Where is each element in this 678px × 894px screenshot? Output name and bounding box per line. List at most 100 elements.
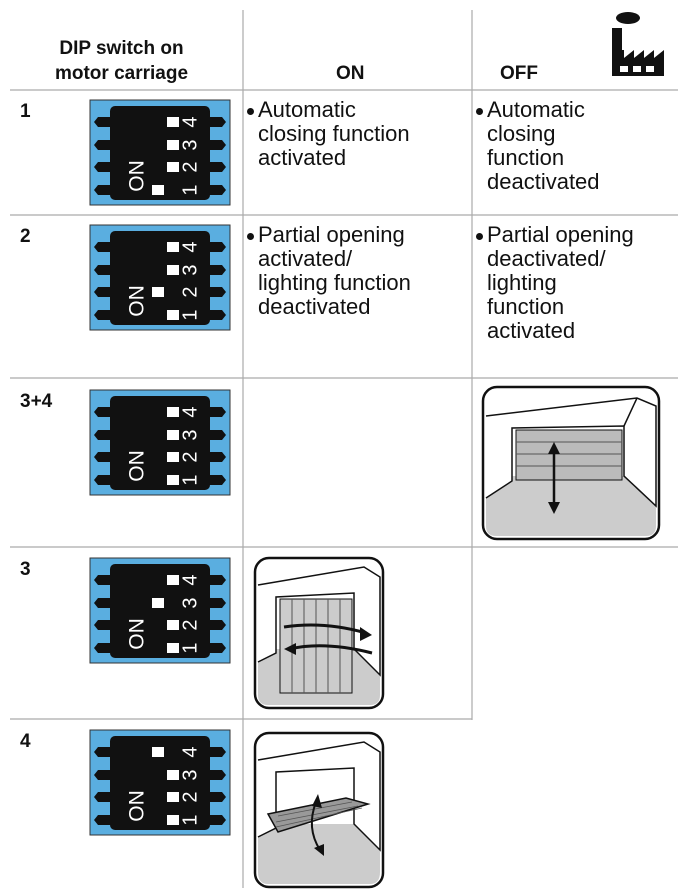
switch-off [167, 265, 179, 275]
switch-off [167, 620, 179, 630]
rect-shape [612, 28, 622, 58]
switch-off [167, 407, 179, 417]
switch-number: 3 [179, 597, 201, 608]
ellipse-shape [616, 12, 640, 24]
switch-off [167, 770, 179, 780]
dip-switch: ON 1 2 3 4 [89, 224, 231, 331]
switch-pin [94, 643, 226, 653]
dip-switches: ON 1 2 3 4 ON 1 2 3 4 ON 1 2 3 4 ON 1 2 3 4 ON 1 2 3 4 [89, 99, 231, 836]
text-line: deactivated [258, 294, 371, 319]
switch-pin [94, 575, 226, 585]
path-shape [284, 643, 296, 655]
switch-off [167, 162, 179, 172]
switch-number: 3 [179, 769, 201, 780]
switch-pin [94, 117, 226, 127]
bullet [476, 233, 483, 240]
g-shape [516, 441, 622, 467]
factory-icon [612, 12, 664, 76]
text-line: Partial opening [487, 222, 634, 247]
bullet [476, 108, 483, 115]
switch-number: 2 [179, 791, 201, 802]
switch-on-label: ON [126, 618, 149, 650]
text-line: Automatic [487, 97, 585, 122]
switch-on-label: ON [126, 450, 149, 482]
switch-pin [94, 747, 226, 757]
switch-body [110, 564, 210, 658]
off-text-cell: Partial opening deactivated/lighting funct… [476, 222, 634, 343]
switch-number: 2 [179, 619, 201, 630]
switch-number: 2 [179, 451, 201, 462]
off-text-cell: Automatic closing function deactivated [476, 97, 600, 194]
row-label: 1 [20, 101, 31, 122]
switch-off [167, 452, 179, 462]
switch-number: 4 [179, 746, 201, 757]
switch-pin [94, 430, 226, 440]
switch-pin [94, 162, 226, 172]
path-shape [312, 794, 324, 856]
switch-pin [94, 598, 226, 608]
bullet [247, 108, 254, 115]
line-shape [275, 807, 363, 828]
path-shape [257, 741, 381, 852]
rect-shape [515, 429, 623, 481]
switch-pin [94, 310, 226, 320]
switch-body [110, 231, 210, 325]
switch-pin [94, 792, 226, 802]
text-line: activated/ [258, 246, 353, 271]
row-label: 2 [20, 226, 31, 247]
path-shape [258, 824, 380, 884]
switch-on [152, 287, 164, 297]
switch-number: 2 [179, 161, 201, 172]
path-shape [289, 644, 373, 655]
switch-number: 1 [179, 309, 201, 320]
switch-number: 3 [179, 139, 201, 150]
path-shape [612, 50, 664, 76]
path-shape [360, 627, 372, 641]
switch-on [152, 598, 164, 608]
text-line: lighting [487, 270, 557, 295]
switch-pin [94, 140, 226, 150]
switch-off [167, 815, 179, 825]
switch-off [167, 643, 179, 653]
text-line: activated [258, 145, 347, 170]
table-rules [10, 10, 678, 888]
switch-on-label: ON [126, 790, 149, 822]
text-line: deactivated [487, 169, 600, 194]
garage-tilt-door [253, 731, 385, 889]
switch-number: 1 [179, 642, 201, 653]
garage-sectional-door [481, 385, 661, 541]
path-shape [283, 623, 367, 635]
switch-off [167, 792, 179, 802]
switch-number: 3 [179, 264, 201, 275]
switch-off [167, 117, 179, 127]
switch-pin [94, 242, 226, 252]
switch-off [167, 430, 179, 440]
switch-number: 3 [179, 429, 201, 440]
header-line: DIP switch on [59, 38, 184, 59]
row-label: 4 [20, 731, 31, 752]
rect-shape [646, 66, 654, 72]
switch-number: 4 [179, 574, 201, 585]
switch-on [152, 747, 164, 757]
column-header: OFF [500, 63, 538, 84]
switch-number: 4 [179, 406, 201, 417]
switch-off [167, 242, 179, 252]
header-line: motor carriage [54, 63, 189, 84]
switch-off [167, 310, 179, 320]
on-text-cell: Partial opening activated/lighting functi… [247, 222, 411, 319]
switch-number: 4 [179, 116, 201, 127]
text-line: Partial opening [258, 222, 405, 247]
switch-body [110, 106, 210, 200]
dip-switch: ON 1 2 3 4 [89, 557, 231, 664]
switch-pin [94, 287, 226, 297]
text-line: lighting function [258, 270, 411, 295]
switch-pin [94, 452, 226, 462]
text-line: closing function [258, 121, 410, 146]
path-shape [486, 476, 656, 536]
text-line: activated [487, 318, 576, 343]
dip-switch: ON 1 2 3 4 [89, 729, 231, 836]
switch-body [110, 736, 210, 830]
switch-pin [94, 620, 226, 630]
switch-pin [94, 770, 226, 780]
